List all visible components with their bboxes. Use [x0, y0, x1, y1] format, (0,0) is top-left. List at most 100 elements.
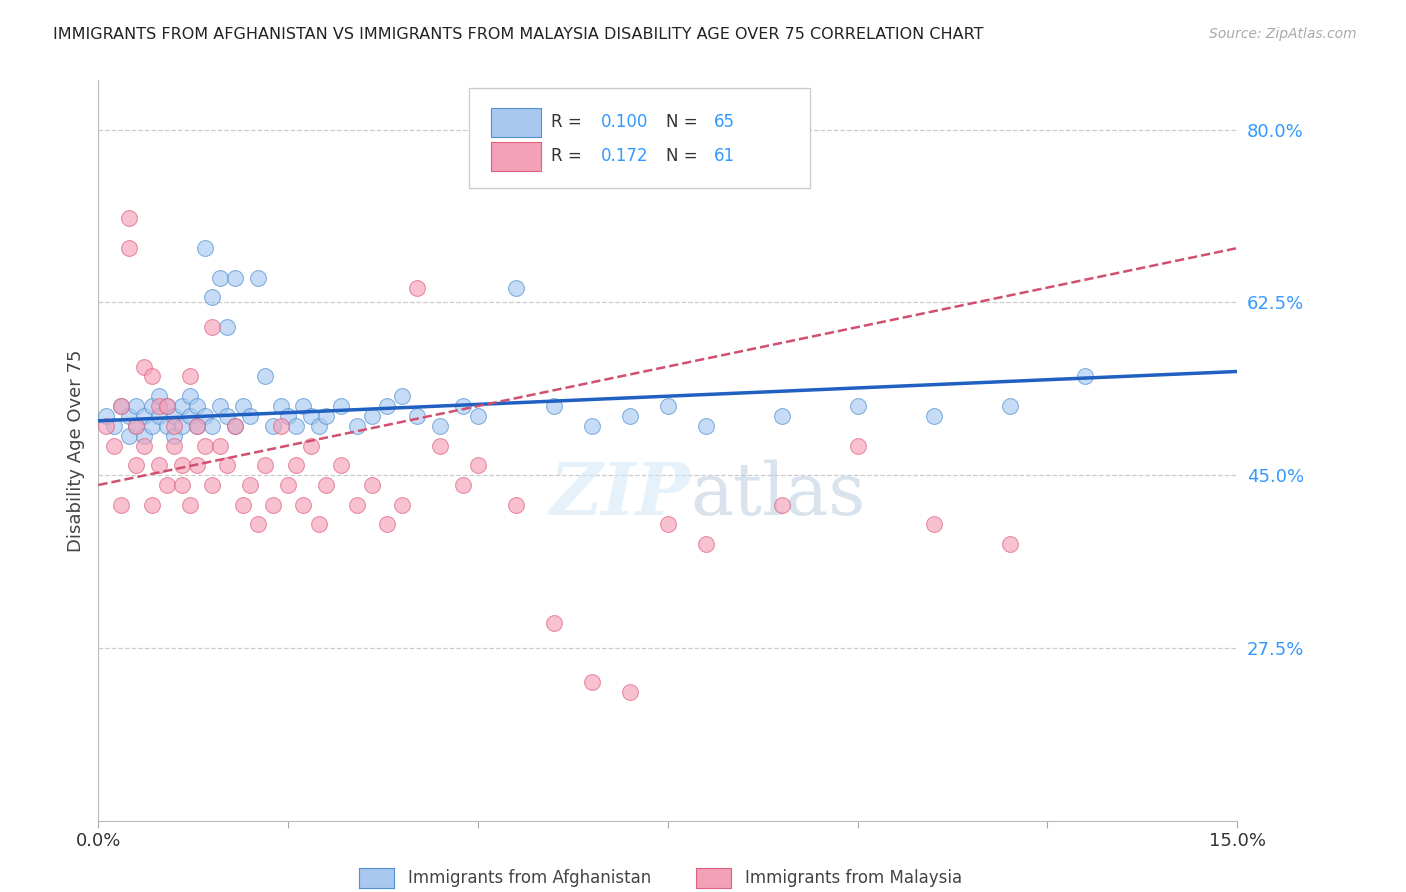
Point: [224, 418, 246, 433]
Point: [156, 399, 179, 413]
Point: [505, 498, 527, 512]
Point: [770, 498, 793, 512]
Text: 65: 65: [713, 113, 734, 131]
Point: [467, 458, 489, 473]
Point: [308, 418, 330, 433]
Point: [429, 438, 451, 452]
Point: [103, 418, 125, 433]
Point: [375, 399, 398, 413]
Point: [208, 270, 231, 285]
Point: [406, 280, 429, 294]
Point: [360, 478, 382, 492]
Point: [179, 498, 201, 512]
Point: [201, 290, 224, 304]
Point: [232, 399, 254, 413]
Point: [770, 409, 793, 423]
Point: [194, 409, 217, 423]
Point: [156, 478, 179, 492]
Point: [998, 399, 1021, 413]
Point: [581, 675, 603, 690]
Point: [581, 418, 603, 433]
Point: [998, 537, 1021, 551]
Point: [315, 409, 337, 423]
Point: [346, 418, 368, 433]
Point: [543, 399, 565, 413]
Point: [346, 498, 368, 512]
Point: [148, 458, 170, 473]
Point: [94, 409, 117, 423]
Point: [186, 399, 208, 413]
Point: [391, 498, 413, 512]
Point: [505, 280, 527, 294]
Point: [391, 389, 413, 403]
Text: 0.100: 0.100: [600, 113, 648, 131]
Point: [922, 517, 945, 532]
Point: [262, 498, 284, 512]
Text: N =: N =: [665, 147, 703, 165]
Point: [224, 270, 246, 285]
Point: [922, 409, 945, 423]
Point: [299, 409, 322, 423]
Point: [170, 418, 193, 433]
Point: [657, 399, 679, 413]
Point: [163, 438, 186, 452]
Point: [132, 428, 155, 442]
Point: [170, 478, 193, 492]
Point: [110, 399, 132, 413]
Point: [284, 418, 307, 433]
Text: 61: 61: [713, 147, 734, 165]
Point: [156, 418, 179, 433]
Point: [179, 409, 201, 423]
Point: [217, 320, 239, 334]
Point: [846, 438, 869, 452]
Point: [170, 458, 193, 473]
Point: [277, 478, 299, 492]
Point: [201, 320, 224, 334]
Point: [179, 389, 201, 403]
Point: [156, 399, 179, 413]
Point: [118, 211, 141, 226]
Point: [299, 438, 322, 452]
Point: [467, 409, 489, 423]
Point: [148, 389, 170, 403]
Point: [118, 241, 141, 255]
Point: [846, 399, 869, 413]
Point: [194, 241, 217, 255]
Point: [308, 517, 330, 532]
Point: [125, 418, 148, 433]
Point: [132, 438, 155, 452]
Point: [360, 409, 382, 423]
Text: IMMIGRANTS FROM AFGHANISTAN VS IMMIGRANTS FROM MALAYSIA DISABILITY AGE OVER 75 C: IMMIGRANTS FROM AFGHANISTAN VS IMMIGRANT…: [53, 27, 984, 42]
Point: [657, 517, 679, 532]
Point: [695, 418, 717, 433]
Point: [141, 369, 163, 384]
Y-axis label: Disability Age Over 75: Disability Age Over 75: [66, 349, 84, 552]
Point: [201, 418, 224, 433]
Point: [217, 458, 239, 473]
Point: [270, 399, 292, 413]
Point: [246, 517, 269, 532]
Point: [208, 438, 231, 452]
Point: [254, 458, 277, 473]
Point: [451, 399, 474, 413]
Point: [543, 616, 565, 631]
Point: [239, 478, 262, 492]
Point: [451, 478, 474, 492]
Point: [179, 369, 201, 384]
Point: [1074, 369, 1097, 384]
Text: R =: R =: [551, 113, 586, 131]
Text: Immigrants from Malaysia: Immigrants from Malaysia: [745, 869, 962, 887]
Text: Immigrants from Afghanistan: Immigrants from Afghanistan: [408, 869, 651, 887]
Point: [254, 369, 277, 384]
Point: [118, 428, 141, 442]
Point: [406, 409, 429, 423]
Point: [330, 458, 353, 473]
Point: [246, 270, 269, 285]
Point: [110, 399, 132, 413]
Point: [141, 498, 163, 512]
Point: [284, 458, 307, 473]
Point: [292, 399, 315, 413]
Point: [619, 685, 641, 699]
Point: [239, 409, 262, 423]
Point: [163, 418, 186, 433]
